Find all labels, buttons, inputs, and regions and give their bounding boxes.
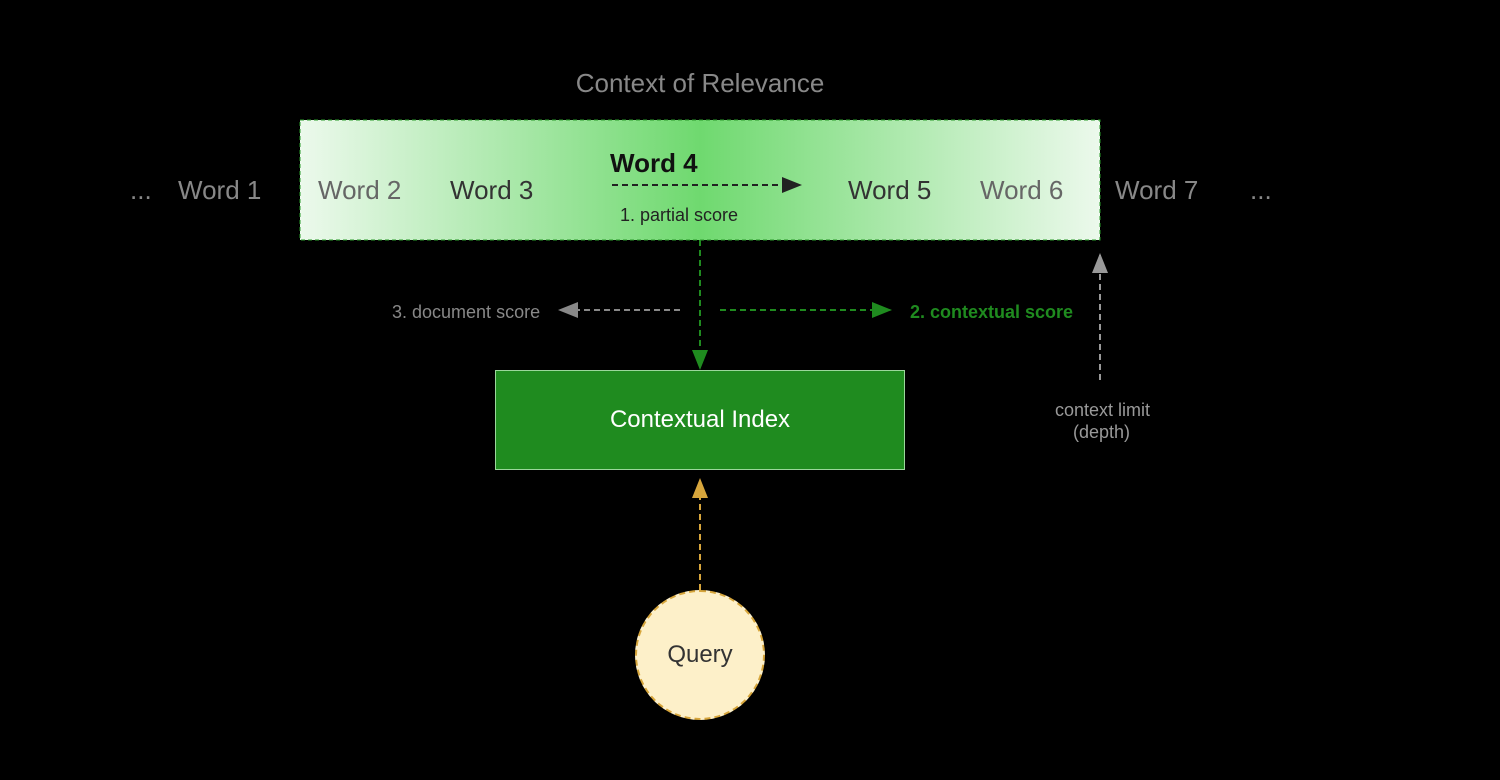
contextual-index-label: Contextual Index — [610, 406, 790, 434]
diagram-title: Context of Relevance — [550, 68, 850, 99]
word-item: Word 2 — [318, 175, 401, 206]
context-limit-depth-label: (depth) — [1073, 422, 1130, 443]
word-item: Word 7 — [1115, 175, 1198, 206]
word-item: ... — [130, 175, 152, 206]
diagram-canvas: Context of Relevance — [0, 0, 1500, 780]
context-limit-label: context limit — [1055, 400, 1150, 421]
word-item: Word 1 — [178, 175, 261, 206]
partial-score-label: 1. partial score — [620, 205, 738, 226]
query-label: Query — [667, 641, 732, 669]
word-item: Word 4 — [610, 148, 698, 179]
word-item: Word 6 — [980, 175, 1063, 206]
word-item: Word 3 — [450, 175, 533, 206]
contextual-score-label: 2. contextual score — [910, 302, 1073, 323]
word-item: Word 5 — [848, 175, 931, 206]
document-score-label: 3. document score — [392, 302, 540, 323]
contextual-index-box: Contextual Index — [495, 370, 905, 470]
query-node: Query — [635, 590, 765, 720]
word-item: ... — [1250, 175, 1272, 206]
